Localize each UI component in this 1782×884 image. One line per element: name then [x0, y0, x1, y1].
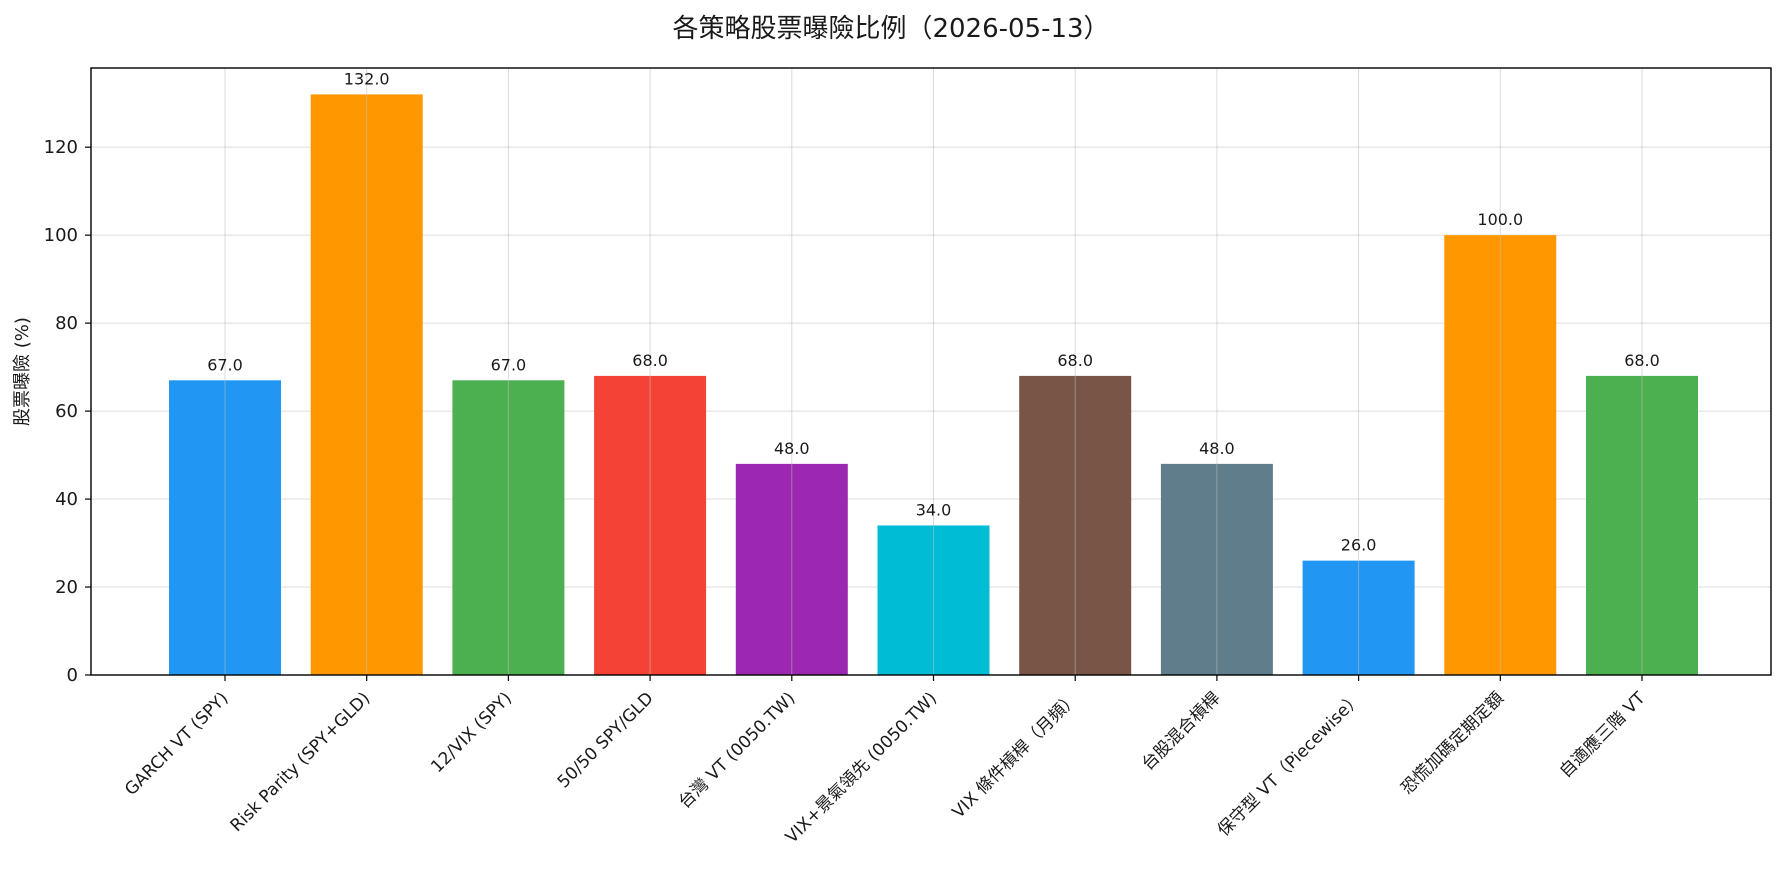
- x-tick-label: 恐慌加碼定期定額: [1398, 688, 1508, 798]
- x-tick-label: 台股混合槓桿: [1138, 688, 1224, 774]
- y-tick-label: 120: [44, 137, 78, 158]
- value-label: 68.0: [1624, 351, 1660, 370]
- x-tick-label: 12/VIX (SPY): [427, 688, 516, 777]
- value-label: 68.0: [632, 351, 668, 370]
- vertical-grid-layer: [224, 68, 1643, 675]
- value-label: 34.0: [916, 500, 952, 519]
- value-label: 48.0: [774, 439, 810, 458]
- value-label: 67.0: [491, 355, 527, 374]
- x-tick-label: 自適應三階 VT: [1555, 687, 1650, 782]
- y-tick-label: 20: [55, 577, 78, 598]
- x-tick-label: 保守型 VT（Piecewise）: [1214, 688, 1366, 840]
- y-tick-label: 40: [55, 489, 78, 510]
- y-tick-label: 100: [44, 225, 78, 246]
- x-tick-label: GARCH VT (SPY): [121, 688, 232, 799]
- plot-frame: [90, 67, 1772, 676]
- x-tick-label: VIX 條件槓桿（月頻）: [949, 688, 1083, 822]
- chart-title: 各策略股票曝險比例（2026-05-13）: [672, 14, 1110, 44]
- value-label: 132.0: [344, 69, 390, 88]
- value-label: 100.0: [1477, 210, 1523, 229]
- value-label-layer: 67.0 132.0 67.0 68.0 48.0 34.0 68.0 48.0 26.0 100…: [207, 69, 1660, 554]
- y-tick-label: 0: [67, 665, 78, 686]
- y-axis-label: 股票曝險 (%): [12, 317, 33, 426]
- value-label: 48.0: [1199, 439, 1235, 458]
- x-tick-label: Risk Parity (SPY+GLD): [227, 688, 375, 836]
- y-tick-label: 60: [55, 401, 78, 422]
- x-tick-label: 台灣 VT (0050.TW): [675, 688, 799, 812]
- value-label: 26.0: [1341, 536, 1377, 555]
- value-label: 67.0: [207, 355, 243, 374]
- value-label: 68.0: [1057, 351, 1093, 370]
- x-tick-label: VIX+景氣領先 (0050.TW): [782, 688, 941, 847]
- x-tick-label: 50/50 SPY/GLD: [554, 688, 658, 792]
- y-tick-label: 80: [55, 313, 78, 334]
